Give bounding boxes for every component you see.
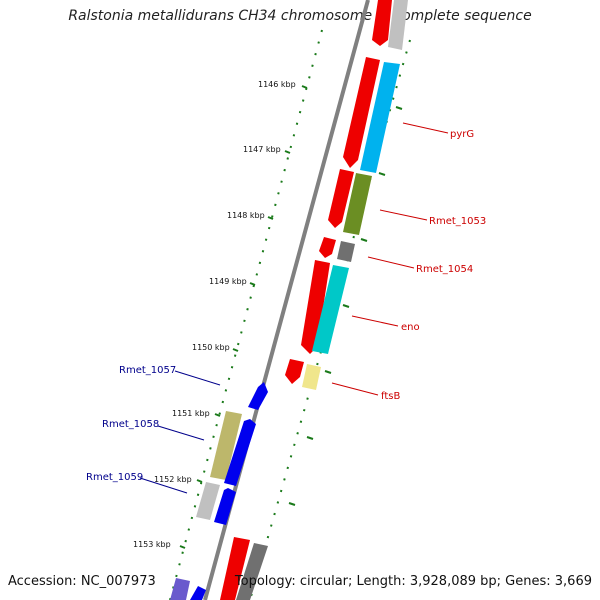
cds-feature[interactable]	[372, 0, 392, 46]
cds-track-forward	[220, 0, 392, 600]
kbp-tick-mark	[267, 216, 274, 220]
gene-feature-bottom[interactable]	[236, 543, 268, 600]
gene-rmet-1057[interactable]	[248, 382, 268, 410]
leader-line	[351, 315, 399, 327]
kbp-tick-mark	[196, 479, 203, 483]
gene-feature-bottom-blue-2[interactable]	[190, 586, 206, 600]
leader-lines-reverse	[139, 370, 221, 494]
gene-rmet-1054[interactable]	[337, 241, 355, 262]
kbp-tick-mark	[301, 85, 308, 89]
gene-pyrG[interactable]	[360, 62, 400, 173]
tick-label: 1149 kbp	[209, 277, 247, 286]
gene-label-rmet-1059[interactable]: Rmet_1059	[86, 472, 143, 483]
leader-lines-forward	[331, 122, 449, 396]
kbp-tick-mark	[214, 413, 221, 417]
cds-feature[interactable]	[301, 260, 330, 354]
gene-rmet-1059-a[interactable]	[196, 482, 220, 520]
leader-line	[157, 425, 205, 441]
gene-track-forward	[236, 0, 408, 600]
gene-rmet-1053[interactable]	[343, 173, 372, 235]
cds-feature[interactable]	[328, 169, 354, 228]
kbp-tick-mark	[232, 348, 239, 352]
kbp-tick-mark	[284, 150, 291, 154]
cds-feature[interactable]	[220, 537, 250, 600]
gene-eno[interactable]	[312, 265, 349, 354]
gene-label-rmet-1054[interactable]: Rmet_1054	[416, 264, 473, 275]
inner-tick-mark	[395, 106, 403, 110]
leader-line	[139, 477, 188, 494]
inner-tick-mark	[288, 502, 296, 506]
tick-label: 1151 kbp	[172, 409, 210, 418]
tick-label: 1146 kbp	[258, 80, 296, 89]
tick-label: 1153 kbp	[133, 540, 171, 549]
gene-ftsB[interactable]	[302, 364, 321, 390]
kbp-tick-mark	[249, 282, 256, 286]
cds-feature[interactable]	[343, 57, 380, 168]
inner-tick-mark	[342, 304, 350, 308]
kbp-ticks	[179, 85, 308, 549]
leader-line	[367, 256, 415, 269]
gene-label-rmet-1058[interactable]: Rmet_1058	[102, 419, 159, 430]
leader-line	[174, 370, 221, 386]
gene-rmet-1058-b[interactable]	[224, 419, 256, 486]
cds-feature[interactable]	[319, 237, 336, 258]
gene-label-ftsB[interactable]: ftsB	[381, 391, 400, 402]
tick-label: 1152 kbp	[154, 475, 192, 484]
gene-rmet-1058-a[interactable]	[210, 411, 242, 480]
leader-line	[402, 122, 449, 134]
cds-feature[interactable]	[285, 359, 304, 384]
inner-tick-mark	[360, 238, 368, 242]
inner-ticks	[288, 106, 403, 506]
inner-tick-mark	[324, 370, 332, 374]
topology-text: Topology: circular; Length: 3,928,089 bp…	[234, 574, 592, 589]
tick-label: 1148 kbp	[227, 211, 265, 220]
accession-text: Accession: NC_007973	[8, 574, 156, 589]
inner-tick-mark	[378, 172, 386, 176]
gene-label-rmet-1053[interactable]: Rmet_1053	[429, 216, 486, 227]
gene-track-reverse	[170, 382, 268, 600]
gene-feature-bottom-blue[interactable]	[170, 578, 190, 600]
gene-feature-top[interactable]	[388, 0, 408, 50]
tick-label: 1150 kbp	[192, 343, 230, 352]
kbp-tick-mark	[179, 545, 186, 549]
tick-track-outer	[169, 29, 323, 600]
gene-label-rmet-1057[interactable]: Rmet_1057	[119, 365, 176, 376]
inner-tick-mark	[306, 436, 314, 440]
leader-line	[331, 382, 379, 396]
gene-label-eno[interactable]: eno	[401, 322, 420, 333]
map-title: Ralstonia metallidurans CH34 chromosome …	[68, 8, 532, 24]
tick-label: 1147 kbp	[243, 145, 281, 154]
gene-label-pyrG[interactable]: pyrG	[450, 129, 474, 140]
gene-rmet-1059-b[interactable]	[214, 488, 236, 525]
leader-line	[379, 209, 428, 221]
